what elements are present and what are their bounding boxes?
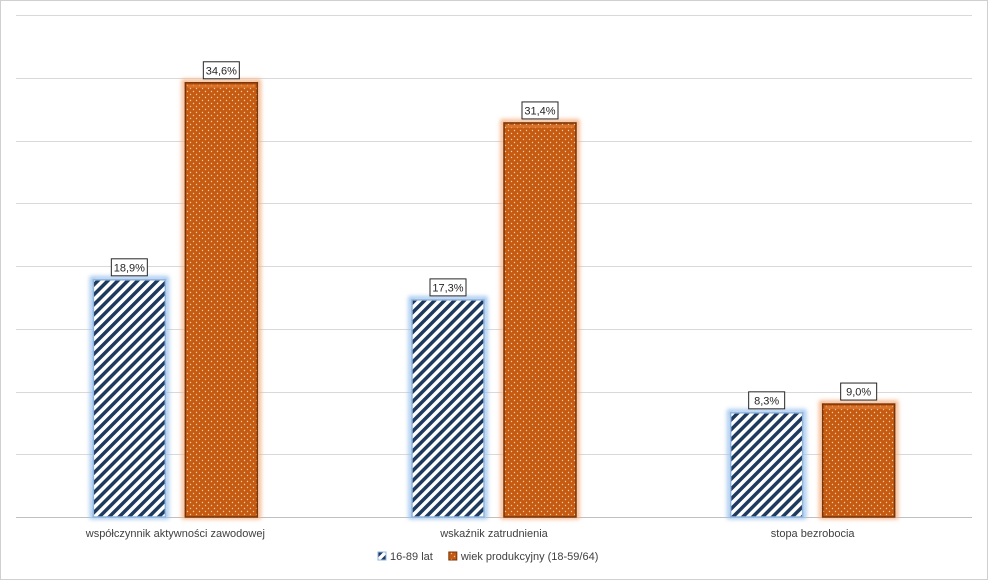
category-label: stopa bezrobocia (771, 528, 856, 540)
bar-bevel (187, 84, 256, 88)
legend-label: 16-89 lat (390, 551, 433, 563)
gridlines (16, 15, 972, 518)
legend-swatch (377, 551, 387, 561)
legend: 16-89 lat wiek produkcyjny (18-59/64) (377, 551, 599, 563)
bar-bevel (506, 124, 574, 128)
bars (89, 79, 899, 520)
data-label: 18,9% (114, 262, 145, 274)
data-label: 31,4% (524, 105, 555, 117)
category-labels: współczynnik aktywności zawodowej wskaźni… (85, 528, 856, 540)
category-label: wskaźnik zatrudnienia (439, 528, 548, 540)
bar (411, 299, 485, 518)
data-labels: 18,9% 34,6% 17,3% 31,4% 8,3% 9,0% (110, 61, 878, 410)
data-label-box (748, 391, 786, 410)
bar (503, 122, 577, 518)
bar (184, 82, 259, 518)
legend-swatch (448, 551, 458, 561)
bar (821, 403, 896, 518)
data-label: 17,3% (432, 282, 463, 294)
data-label-box (840, 382, 878, 401)
data-label-box (110, 258, 148, 277)
category-label: współczynnik aktywności zawodowej (85, 528, 265, 540)
data-label-box (521, 101, 559, 120)
data-label: 8,3% (754, 395, 779, 407)
bar-bevel (824, 406, 893, 410)
legend-label: wiek produkcyjny (18-59/64) (460, 551, 599, 563)
data-label-box (202, 61, 240, 80)
bar (729, 412, 804, 518)
data-label: 34,6% (206, 65, 237, 77)
data-label-box (429, 278, 467, 297)
bar (92, 279, 167, 518)
data-label: 9,0% (846, 387, 871, 399)
